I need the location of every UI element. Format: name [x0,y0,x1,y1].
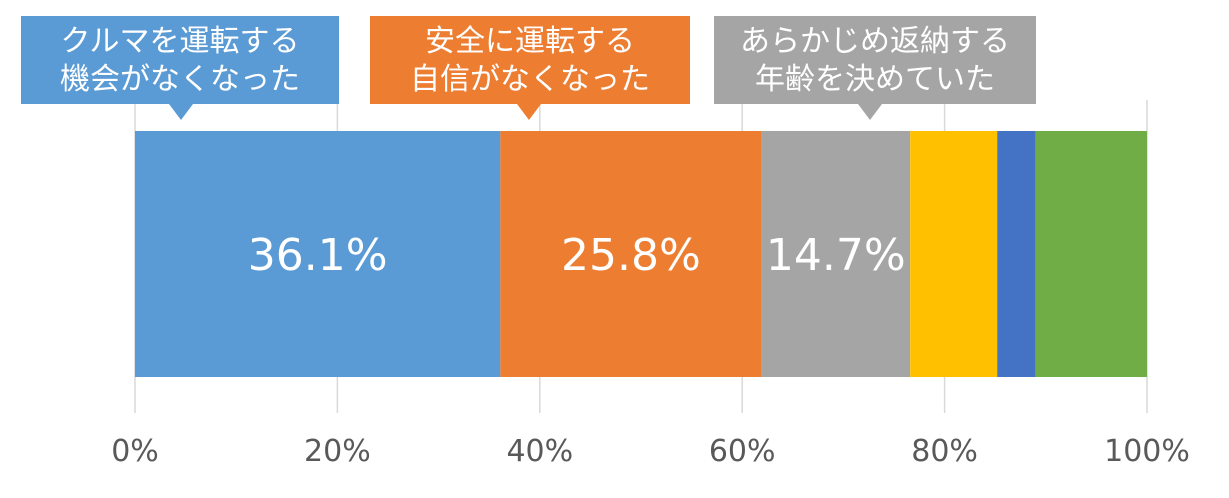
callout-text-line: 機会がなくなった [60,62,300,97]
bar-segment [910,131,998,377]
callout-box [21,16,339,104]
bar-segment [1035,131,1147,377]
x-tick-label: 100% [1104,434,1190,469]
callout-text-line: 年齢を決めていた [755,62,995,97]
x-tick-label: 40% [506,434,573,469]
x-tick-label: 0% [111,434,159,469]
callout-text-line: クルマを運転する [60,24,299,59]
callout-text-line: あらかじめ返納する [740,24,1010,59]
bar-segments [135,131,1147,377]
bar-value-labels: 36.1% 25.8% 14.7% [248,230,906,281]
bar-segment [500,131,762,377]
callouts: クルマを運転する機会がなくなった安全に運転する自信がなくなったあらかじめ返納する… [21,16,1036,120]
callout-pointer [169,104,193,120]
bar-segment [761,131,911,377]
bar-segment [997,131,1036,377]
bar-value-label: 25.8% [561,230,701,281]
x-tick-label: 20% [304,434,371,469]
callout-box [714,16,1036,104]
callout-text-line: 安全に運転する [425,24,635,59]
bar-segment [135,131,501,377]
x-axis-tick-labels: 0% 20% 40% 60% 80% 100% [111,434,1190,469]
callout-text-line: 自信がなくなった [410,62,650,97]
callout-pointer [858,104,882,120]
callout-pointer [517,104,541,120]
x-tick-label: 60% [709,434,776,469]
bar-value-label: 14.7% [766,230,906,281]
bar-value-label: 36.1% [248,230,388,281]
x-tick-label: 80% [911,434,978,469]
callout-box [370,16,690,104]
